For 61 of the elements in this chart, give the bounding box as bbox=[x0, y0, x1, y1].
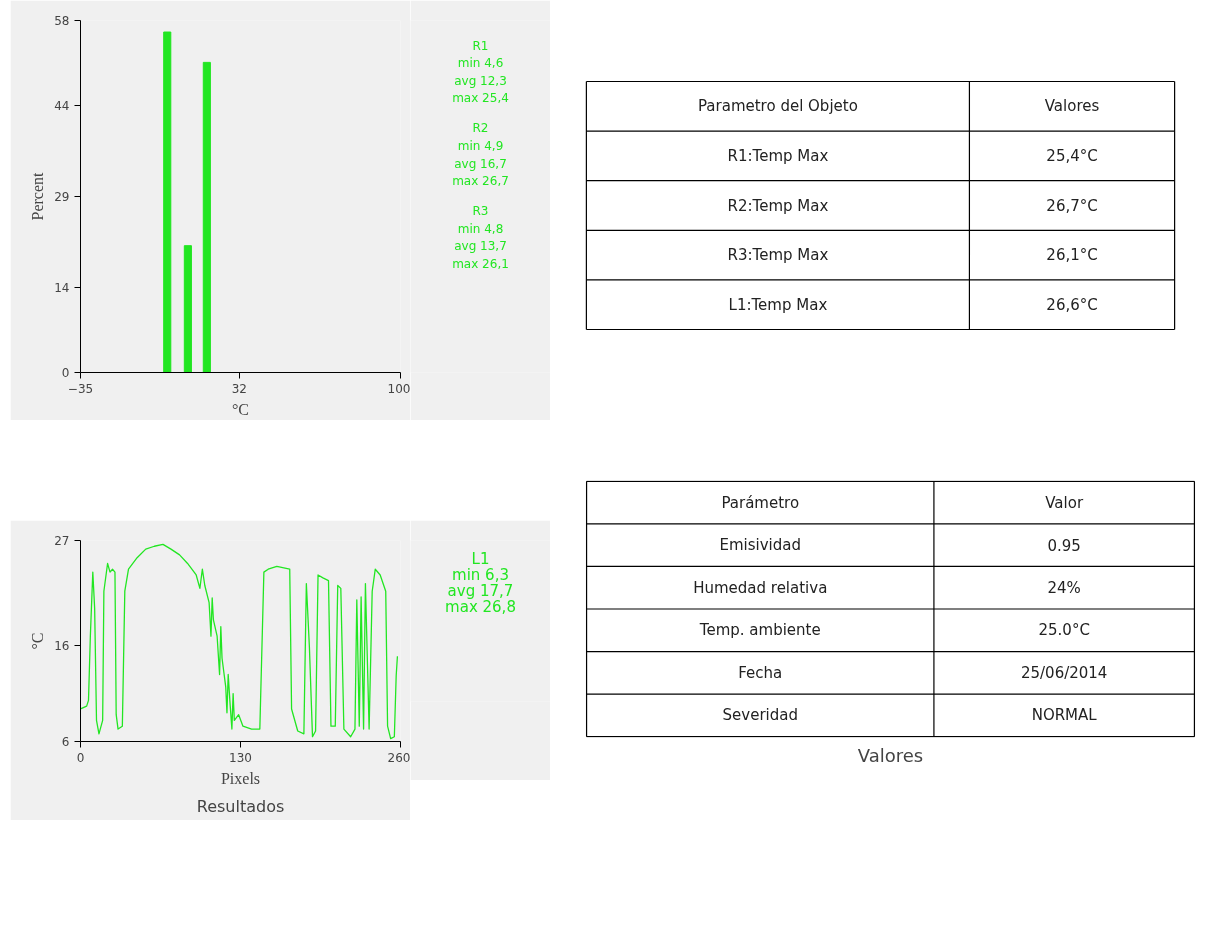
text: 26,6°C bbox=[1046, 295, 1098, 314]
text: 25.0°C bbox=[1038, 621, 1090, 640]
text: 26,7°C bbox=[1046, 196, 1098, 215]
y-tick-label: 58 bbox=[54, 14, 70, 28]
bar bbox=[202, 61, 211, 373]
y-axis-title: Percent bbox=[29, 171, 47, 221]
y-tick-label: 0 bbox=[61, 366, 70, 380]
text: R3:Temp Max bbox=[727, 246, 829, 265]
x-axis-title: Pixels bbox=[220, 769, 261, 787]
text: L1:Temp Max bbox=[728, 295, 828, 314]
x-tick-label: 260 bbox=[387, 750, 411, 765]
text: 25,4°C bbox=[1046, 146, 1098, 165]
x-tick-label: 130 bbox=[229, 750, 252, 765]
text: 26,1°C bbox=[1046, 246, 1098, 265]
text: Valores bbox=[857, 744, 924, 766]
x-tick-label: 32 bbox=[231, 381, 247, 396]
bar bbox=[163, 31, 172, 373]
text: min 4,6 bbox=[457, 56, 504, 71]
text: 25/06/2014 bbox=[1020, 663, 1108, 682]
text: max 26,8 bbox=[445, 598, 516, 617]
text: Valor bbox=[1045, 493, 1084, 512]
text: avg 16,7 bbox=[454, 156, 507, 171]
y-tick-label: 14 bbox=[54, 281, 70, 296]
x-tick-label: 0 bbox=[76, 750, 85, 765]
bar bbox=[183, 245, 192, 373]
text: min 6,3 bbox=[452, 566, 509, 585]
x-tick-label: −35 bbox=[67, 381, 94, 396]
text: R2 bbox=[472, 121, 489, 136]
y-tick-label: 6 bbox=[61, 735, 70, 749]
text: Valores bbox=[1044, 97, 1100, 116]
text: min 4,9 bbox=[457, 138, 504, 153]
y-tick-label: 29 bbox=[54, 190, 70, 204]
text: 0.95 bbox=[1047, 537, 1081, 556]
text: Severidad bbox=[722, 706, 798, 725]
text: 24% bbox=[1047, 578, 1081, 597]
text: Parámetro bbox=[721, 493, 800, 512]
y-tick-label: 27 bbox=[54, 534, 70, 548]
text: R1:Temp Max bbox=[727, 146, 829, 165]
text: Emisividad bbox=[719, 536, 802, 555]
text: min 4,8 bbox=[457, 221, 504, 236]
x-tick-label: 100 bbox=[387, 381, 411, 396]
text: avg 13,7 bbox=[454, 239, 507, 254]
text: R1 bbox=[472, 38, 489, 53]
text: max 25,4 bbox=[452, 91, 509, 106]
text: avg 17,7 bbox=[447, 582, 514, 601]
text: Humedad relativa bbox=[693, 578, 828, 597]
y-axis-title: °C bbox=[29, 632, 47, 650]
text: R3 bbox=[472, 204, 489, 219]
text: Parametro del Objeto bbox=[697, 97, 858, 116]
text: max 26,1 bbox=[452, 256, 509, 271]
text: L1 bbox=[471, 550, 490, 569]
text: R2:Temp Max bbox=[727, 196, 829, 215]
text: Resultados bbox=[196, 796, 285, 816]
text: max 26,7 bbox=[452, 174, 509, 189]
text: Temp. ambiente bbox=[698, 621, 821, 640]
y-tick-label: 16 bbox=[54, 639, 70, 654]
text: Fecha bbox=[738, 663, 783, 682]
x-axis-title: °C bbox=[231, 400, 250, 418]
text: NORMAL bbox=[1031, 706, 1098, 725]
y-tick-label: 44 bbox=[54, 98, 70, 113]
text: avg 12,3 bbox=[454, 73, 507, 88]
